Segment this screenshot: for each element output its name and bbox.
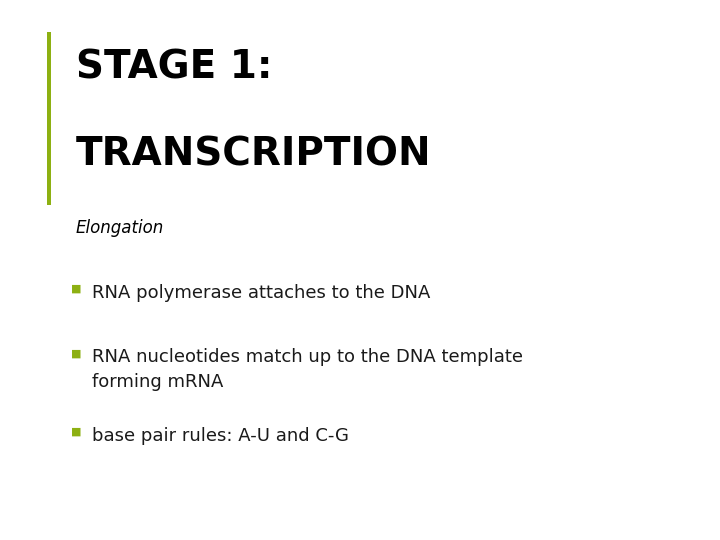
Text: base pair rules: A-U and C-G: base pair rules: A-U and C-G bbox=[92, 427, 349, 444]
Text: TRANSCRIPTION: TRANSCRIPTION bbox=[76, 135, 431, 173]
Text: ■: ■ bbox=[71, 284, 81, 294]
Text: ■: ■ bbox=[71, 348, 81, 359]
Text: RNA polymerase attaches to the DNA: RNA polymerase attaches to the DNA bbox=[92, 284, 431, 301]
Text: RNA nucleotides match up to the DNA template
forming mRNA: RNA nucleotides match up to the DNA temp… bbox=[92, 348, 523, 392]
FancyBboxPatch shape bbox=[47, 32, 51, 205]
Text: STAGE 1:: STAGE 1: bbox=[76, 49, 272, 86]
Text: ■: ■ bbox=[71, 427, 81, 437]
Text: Elongation: Elongation bbox=[76, 219, 164, 237]
